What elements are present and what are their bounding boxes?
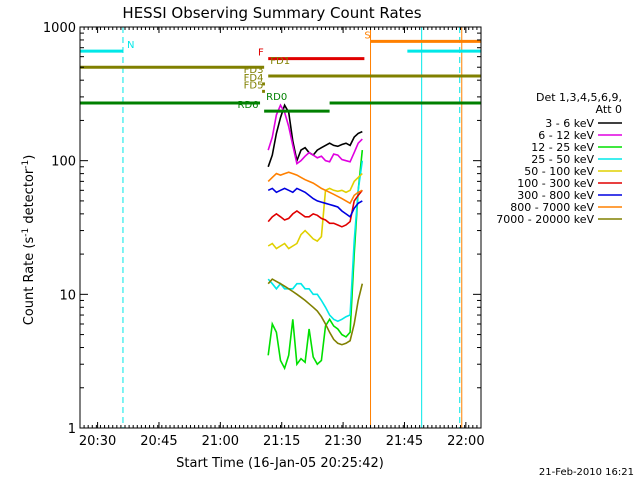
y-axis-label-part-2: -1 [21, 228, 31, 237]
legend-header-line-2: Att 0 [596, 103, 622, 116]
flag-label-5: FD4 [244, 73, 264, 84]
flag-label-8: RD6 [238, 100, 259, 111]
flag-label-6: FD5 [244, 80, 264, 91]
series-line-0 [267, 103, 363, 168]
legend-label-3: 25 - 50 keV [531, 153, 594, 166]
y-axis-label: Count Rate (s-1 detector-1) [21, 155, 37, 326]
flag-label-1: S [364, 30, 370, 41]
x-tick-label-0: 20:30 [79, 434, 116, 449]
x-axis-label: Start Time (16-Jan-05 20:25:42) [176, 456, 384, 471]
legend-label-8: 7000 - 20000 keV [496, 213, 594, 226]
flag-label-7: RD0 [266, 92, 287, 103]
y-tick-label-0: 1 [68, 422, 76, 437]
event-vertical-lines [79, 27, 463, 428]
x-tick-label-6: 22:00 [447, 434, 484, 449]
flag-label-4: FD3 [244, 65, 264, 76]
footer-date: 21-Feb-2010 16:21 [539, 467, 634, 478]
chart-title: HESSI Observing Summary Count Rates [122, 4, 421, 22]
series-line-7 [267, 171, 363, 205]
x-tick-label-4: 21:30 [324, 434, 361, 449]
y-axis-label-part-5: ) [22, 155, 37, 160]
plot-frame [79, 26, 482, 429]
series-line-4 [267, 173, 363, 250]
flag-label-2: F [258, 48, 264, 59]
legend-label-4: 50 - 100 keV [524, 165, 594, 178]
flag-label-0: N [127, 40, 134, 51]
legend-label-7: 800 - 7000 keV [510, 201, 594, 214]
legend-label-6: 300 - 800 keV [517, 189, 594, 202]
series-lines [267, 103, 364, 371]
legend-label-0: 3 - 6 keV [545, 117, 594, 130]
x-tick-label-5: 21:45 [386, 434, 423, 449]
legend-header-line-1: Det 1,3,4,5,6,9, [536, 91, 622, 104]
legend-label-2: 12 - 25 keV [531, 141, 594, 154]
series-line-8 [267, 278, 364, 346]
x-tick-label-1: 20:45 [140, 434, 177, 449]
series-line-2 [267, 150, 364, 371]
x-tick-label-3: 21:15 [263, 434, 300, 449]
y-tick-label-3: 1000 [43, 21, 76, 36]
series-line-5 [267, 189, 363, 228]
x-tick-label-2: 21:00 [202, 434, 239, 449]
axes: 20:30 20:45 21:00 21:15 21:30 21:45 22:00 1 10 10… [43, 21, 485, 449]
y-tick-label-1: 10 [59, 288, 76, 303]
series-line-3 [267, 160, 364, 323]
y-axis-label-part-1: Count Rate (s [22, 237, 37, 326]
y-axis-label-part-3: detector [22, 168, 37, 228]
y-axis-label-part-4: -1 [21, 160, 31, 169]
y-tick-label-2: 100 [51, 155, 76, 170]
series-line-6 [267, 187, 363, 218]
flag-label-3: FD1 [270, 56, 290, 67]
legend-label-1: 6 - 12 keV [538, 129, 594, 142]
legend-label-5: 100 - 300 keV [517, 177, 594, 190]
